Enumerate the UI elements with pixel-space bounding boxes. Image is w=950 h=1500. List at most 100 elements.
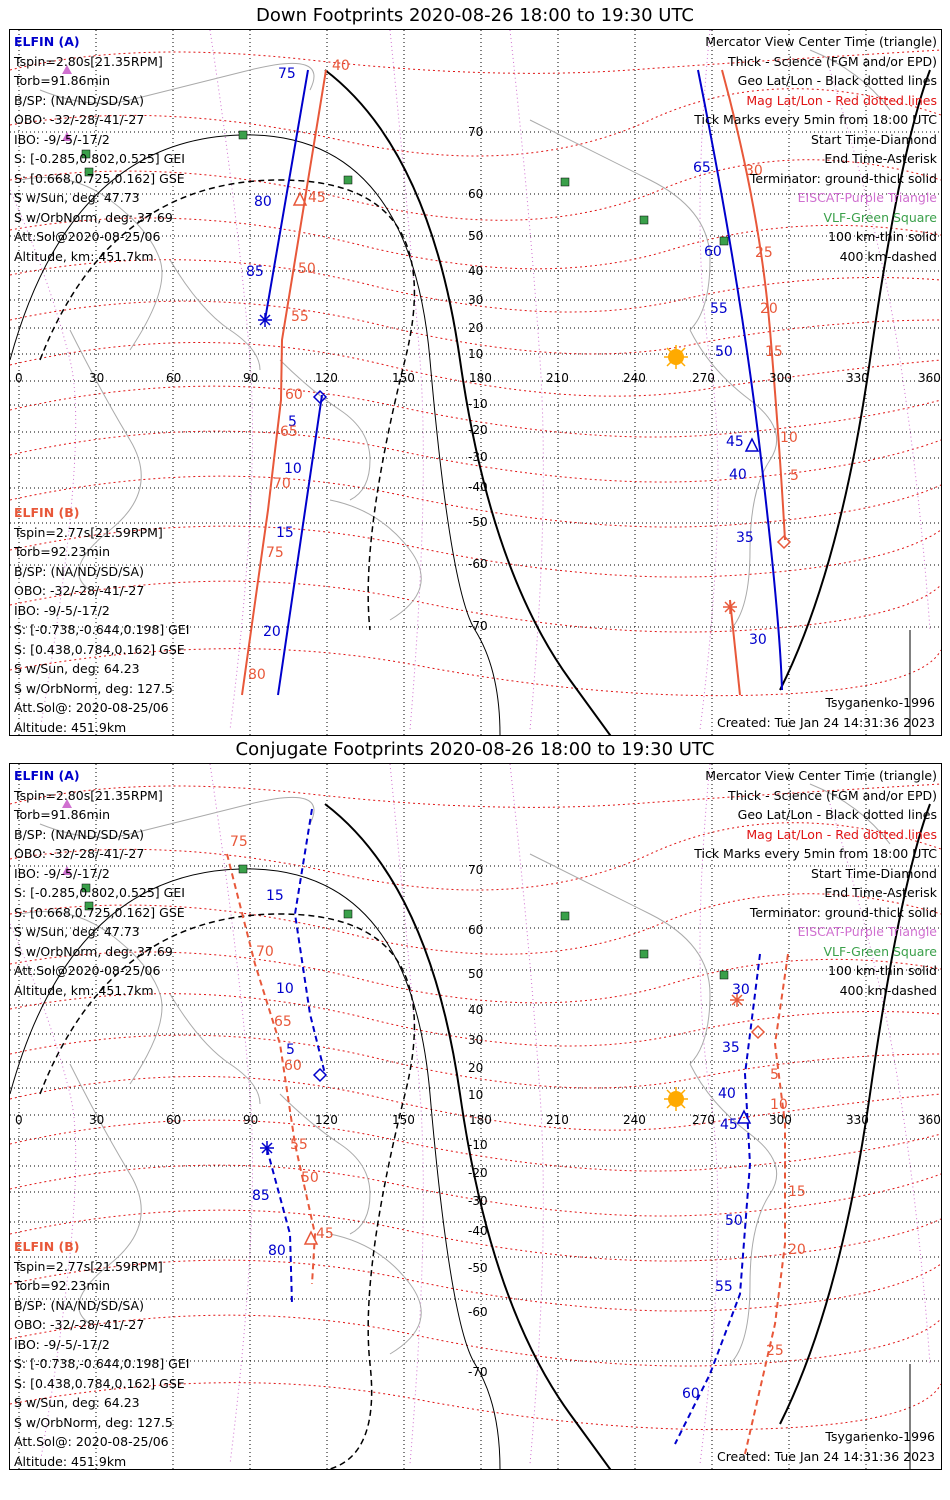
lon-tick: 90 [243,371,258,385]
info-line: IBO: -9/-5/-17/2 [14,131,110,147]
mag-meridians [10,30,931,731]
elfin-b-title: ELFIN (B) [14,1239,80,1254]
info-line: S: [0.668,0.725,0.162] GSE [14,904,185,920]
end-asterisk-icon [260,1141,274,1155]
info-line: Att.Sol@: 2020-08-25/06 [14,1434,169,1449]
lat-tick: -70 [468,1365,488,1379]
lon-tick: 300 [769,1113,792,1127]
lat-tick: 30 [468,1033,483,1047]
elfin-a-info: ELFIN (A) Tspin=2.80s[21.35RPM] Torb=91.… [14,766,185,1000]
track-label: 55 [290,1137,308,1153]
info-line: S: [-0.285,0.802,0.525] GEI [14,885,185,900]
center-time-triangle-icon [292,191,308,206]
lat-tick: -60 [468,557,488,571]
info-line: B/SP: (NA/ND/SD/SA) [14,826,144,842]
track-label: 70 [273,476,291,492]
info-line: Torb=92.23min [14,1278,111,1293]
track-labels: 75 80 85 5 10 15 20 65 60 55 50 45 40 35… [246,58,799,683]
lat-tick: -10 [468,1138,488,1152]
vlf-station-icon [238,130,248,140]
vlf-station-icon [639,949,649,959]
lon-tick: 330 [846,1113,869,1127]
info-line: OBO: -32/-28/-41/-27 [14,583,145,598]
lat-tick: 40 [468,1003,483,1017]
map-legend: Mercator View Center Time (triangle) Thi… [694,32,937,266]
info-line: B/SP: (NA/ND/SD/SA) [14,1297,144,1313]
map-canvas-conjugate: 0 30 60 90 120 150 180 210 240 270 300 3… [10,764,941,1469]
lat-tick: 50 [468,967,483,981]
info-line: Att.Sol@: 2020-08-25/06 [14,700,169,715]
eiscat-icon [62,65,72,74]
track-label: 25 [755,245,773,261]
info-line: Tspin=2.80s[21.35RPM] [14,53,163,69]
lat-tick: -30 [468,1194,488,1208]
lat-tick: 20 [468,321,483,335]
track-label: 40 [332,58,350,74]
legend-item: 100 km-thin solid [828,229,937,244]
info-line: S w/Sun, deg: 64.23 [14,1395,140,1410]
vlf-station-icon [719,970,729,980]
lat-tick: 10 [468,347,483,361]
track-label: 30 [745,163,763,179]
coastlines [19,49,891,631]
lat-tick: 40 [468,264,483,278]
lat-tick: -40 [468,480,488,494]
lon-tick: 60 [166,371,181,385]
lon-tick: 120 [315,371,338,385]
track-label: 20 [788,1242,806,1258]
end-asterisk-icon [258,313,272,327]
legend-item: 400 km-dashed [839,982,937,998]
axis-labels: 0 30 60 90 120 150 180 210 240 270 300 3… [15,863,941,1379]
track-label: 75 [278,66,296,82]
lon-tick: 60 [166,1113,181,1127]
info-line: S w/OrbNorm, deg: 127.5 [14,1414,173,1430]
vlf-station-icon [343,909,353,919]
info-line: Tspin=2.77s[21.59RPM] [14,524,163,540]
lat-tick: 20 [468,1061,483,1075]
info-line: Torb=92.23min [14,544,111,559]
lat-tick: 50 [468,229,483,243]
track-label: 85 [246,264,264,280]
info-line: Tspin=2.80s[21.35RPM] [14,787,163,803]
info-line: Altitude, km: 451.7km [14,982,154,998]
info-line: OBO: -32/-28/-41/-27 [14,1317,145,1332]
end-asterisk-icon [723,600,737,614]
track-label: 35 [736,530,754,546]
vlf-station-icon [343,175,353,185]
lon-tick: 150 [392,371,415,385]
elfin-b-info: ELFIN (B) Tspin=2.77s[21.59RPM] Torb=92.… [14,503,189,735]
track-label: 45 [308,190,326,206]
track-label: 15 [276,525,294,541]
info-line: OBO: -32/-28/-41/-27 [14,846,145,861]
vlf-station-icon [81,883,91,893]
lat-tick: -20 [468,423,488,437]
track-b-conjugate [226,853,789,1455]
info-line: S w/Sun, deg: 64.23 [14,661,140,676]
track-label: 30 [732,982,750,998]
mag-meridians [10,764,931,1465]
track-label: 70 [256,944,274,960]
track-label: 65 [280,424,298,440]
track-label: 5 [288,414,297,430]
eiscat-icon [62,799,72,808]
legend-item: VLF-Green Square [823,209,937,225]
lon-tick: 300 [769,371,792,385]
markers [62,65,792,614]
track-label: 85 [252,1188,270,1204]
vlf-station-icon [560,177,570,187]
track-label: 25 [766,1343,784,1359]
track-label: 50 [298,261,316,277]
lat-tick: 30 [468,293,483,307]
track-label: 55 [291,309,309,325]
lon-tick: 240 [623,371,646,385]
info-line: IBO: -9/-5/-17/2 [14,865,110,881]
legend-item: 400 km-dashed [839,248,937,264]
legend-item: Start Time-Diamond [810,865,937,881]
map-panel-conjugate: 0 30 60 90 120 150 180 210 240 270 300 3… [9,763,942,1470]
track-label: 10 [276,981,294,997]
legend-item: Geo Lat/Lon - Black dotted lines [737,73,937,88]
track-label: 40 [729,467,747,483]
lat-tick: -30 [468,450,488,464]
info-line: S w/OrbNorm, deg: 127.5 [14,680,173,696]
lon-tick: 240 [623,1113,646,1127]
